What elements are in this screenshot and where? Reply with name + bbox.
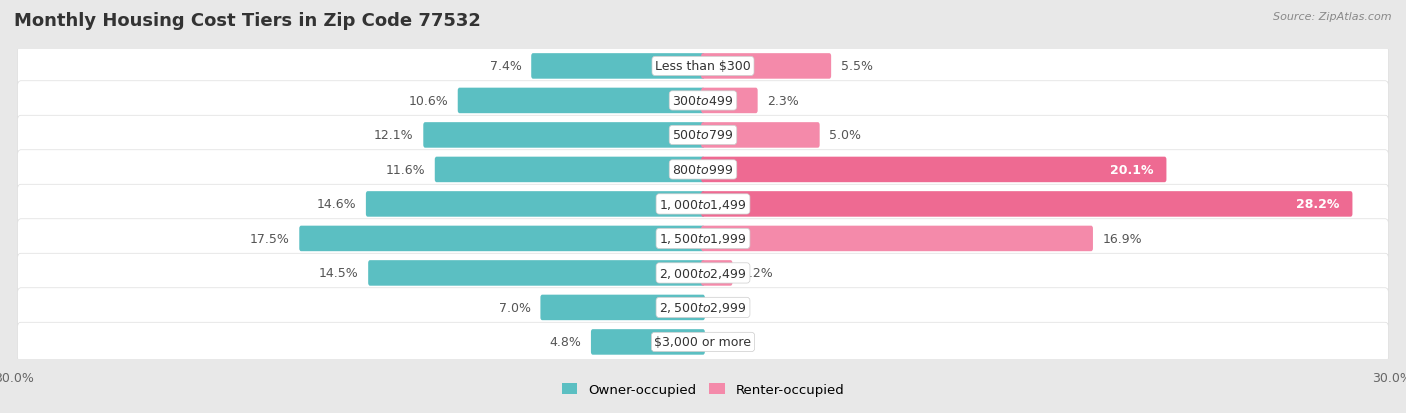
FancyBboxPatch shape <box>702 226 1092 252</box>
Text: 20.1%: 20.1% <box>1109 164 1153 176</box>
Text: 4.8%: 4.8% <box>550 336 581 349</box>
FancyBboxPatch shape <box>702 192 1353 217</box>
Text: 17.5%: 17.5% <box>250 233 290 245</box>
FancyBboxPatch shape <box>702 88 758 114</box>
FancyBboxPatch shape <box>17 116 1389 155</box>
Text: 2.3%: 2.3% <box>768 95 799 108</box>
Text: 14.5%: 14.5% <box>319 267 359 280</box>
Text: 16.9%: 16.9% <box>1102 233 1142 245</box>
FancyBboxPatch shape <box>702 261 733 286</box>
Text: 5.0%: 5.0% <box>830 129 862 142</box>
Text: Less than $300: Less than $300 <box>655 60 751 73</box>
Text: $3,000 or more: $3,000 or more <box>655 336 751 349</box>
FancyBboxPatch shape <box>458 88 704 114</box>
FancyBboxPatch shape <box>17 254 1389 293</box>
FancyBboxPatch shape <box>702 54 831 79</box>
Legend: Owner-occupied, Renter-occupied: Owner-occupied, Renter-occupied <box>561 383 845 396</box>
Text: Source: ZipAtlas.com: Source: ZipAtlas.com <box>1274 12 1392 22</box>
FancyBboxPatch shape <box>531 54 704 79</box>
Text: $2,500 to $2,999: $2,500 to $2,999 <box>659 301 747 315</box>
FancyBboxPatch shape <box>591 330 704 355</box>
FancyBboxPatch shape <box>368 261 704 286</box>
Text: 0.0%: 0.0% <box>714 336 747 349</box>
FancyBboxPatch shape <box>17 47 1389 86</box>
FancyBboxPatch shape <box>17 323 1389 362</box>
FancyBboxPatch shape <box>702 123 820 148</box>
Text: 28.2%: 28.2% <box>1296 198 1339 211</box>
FancyBboxPatch shape <box>423 123 704 148</box>
FancyBboxPatch shape <box>434 157 704 183</box>
FancyBboxPatch shape <box>702 157 1167 183</box>
FancyBboxPatch shape <box>17 288 1389 327</box>
FancyBboxPatch shape <box>17 219 1389 259</box>
Text: 7.0%: 7.0% <box>499 301 531 314</box>
Text: $300 to $499: $300 to $499 <box>672 95 734 108</box>
Text: 14.6%: 14.6% <box>316 198 356 211</box>
Text: Monthly Housing Cost Tiers in Zip Code 77532: Monthly Housing Cost Tiers in Zip Code 7… <box>14 12 481 30</box>
Text: 10.6%: 10.6% <box>408 95 449 108</box>
Text: $1,000 to $1,499: $1,000 to $1,499 <box>659 197 747 211</box>
Text: $2,000 to $2,499: $2,000 to $2,499 <box>659 266 747 280</box>
FancyBboxPatch shape <box>540 295 704 320</box>
FancyBboxPatch shape <box>17 82 1389 121</box>
Text: 7.4%: 7.4% <box>489 60 522 73</box>
FancyBboxPatch shape <box>299 226 704 252</box>
FancyBboxPatch shape <box>366 192 704 217</box>
FancyBboxPatch shape <box>17 185 1389 224</box>
Text: 0.0%: 0.0% <box>714 301 747 314</box>
Text: $800 to $999: $800 to $999 <box>672 164 734 176</box>
Text: $500 to $799: $500 to $799 <box>672 129 734 142</box>
Text: 1.2%: 1.2% <box>742 267 773 280</box>
Text: $1,500 to $1,999: $1,500 to $1,999 <box>659 232 747 246</box>
FancyBboxPatch shape <box>17 150 1389 190</box>
Text: 12.1%: 12.1% <box>374 129 413 142</box>
Text: 11.6%: 11.6% <box>385 164 425 176</box>
Text: 5.5%: 5.5% <box>841 60 873 73</box>
